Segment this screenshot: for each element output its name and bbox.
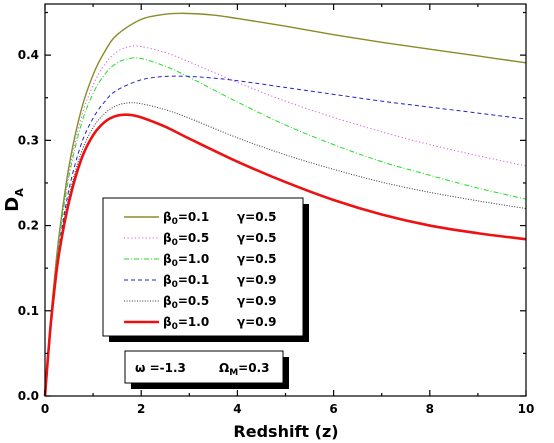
parameter-box-frame [124, 350, 284, 384]
y-tick-label: 0.0 [18, 389, 39, 403]
series-line-1 [44, 12, 527, 397]
series-line-2 [44, 45, 527, 397]
legend-beta-label: β0=0.1 [163, 210, 209, 227]
omega-m-sub: M [229, 368, 238, 378]
y-tick-label: 0.1 [18, 304, 39, 318]
legend-gamma-label: γ=0.9 [237, 273, 277, 287]
omega-m-value: =0.3 [238, 361, 269, 375]
x-axis-title: Redshift (z) [233, 422, 338, 441]
x-tick-label: 2 [137, 402, 145, 416]
legend: β0=0.1 γ=0.5 β0=0.5 γ=0.5 β0=1.0 γ=0.5 β0=0.1 γ… [102, 197, 309, 342]
x-tick-label: 8 [426, 402, 434, 416]
omega-m-symbol: Ω [219, 361, 229, 375]
legend-gamma-label: γ=0.5 [237, 231, 277, 245]
legend-beta-label: β0=0.1 [163, 273, 209, 290]
y-tick-label: 0.2 [18, 219, 39, 233]
y-tick-label: 0.4 [18, 48, 39, 62]
x-tick-label: 0 [41, 402, 49, 416]
legend-gamma-label: γ=0.5 [237, 210, 277, 224]
parameter-box: ω =-1.3 ΩM=0.3 [124, 350, 289, 389]
x-tick-label: 4 [233, 402, 241, 416]
omega-label: ω =-1.3 [135, 361, 186, 375]
legend-rows: β0=0.1 γ=0.5 β0=0.5 γ=0.5 β0=1.0 γ=0.5 β0=0.1 γ… [124, 210, 277, 332]
legend-gamma-label: γ=0.5 [237, 252, 277, 266]
series-line-3 [44, 57, 527, 397]
y-axis-title: DA [2, 188, 26, 212]
y-axis-title-sub: A [13, 188, 26, 197]
ticks-layer: 0 2 4 6 8 10 0.0 0.1 0.2 0.3 0.4 [18, 4, 535, 416]
x-tick-label: 10 [518, 402, 535, 416]
legend-beta-label: β0=1.0 [163, 252, 209, 269]
y-tick-label: 0.3 [18, 133, 39, 147]
series-line-6 [43, 113, 527, 397]
y-axis-title-main: D [2, 197, 23, 212]
x-tick-label: 6 [329, 402, 337, 416]
legend-box [102, 197, 304, 337]
legend-gamma-label: γ=0.9 [237, 315, 277, 329]
legend-beta-label: β0=0.5 [163, 231, 209, 248]
legend-beta-label: β0=1.0 [163, 315, 209, 332]
omega-m-text: ΩM=0.3 [219, 361, 269, 378]
legend-beta-label: β0=0.5 [163, 294, 209, 311]
svg-text:DA: DA [2, 188, 26, 212]
series-layer [43, 12, 527, 397]
legend-gamma-label: γ=0.9 [237, 294, 277, 308]
series-line-5 [44, 102, 527, 397]
